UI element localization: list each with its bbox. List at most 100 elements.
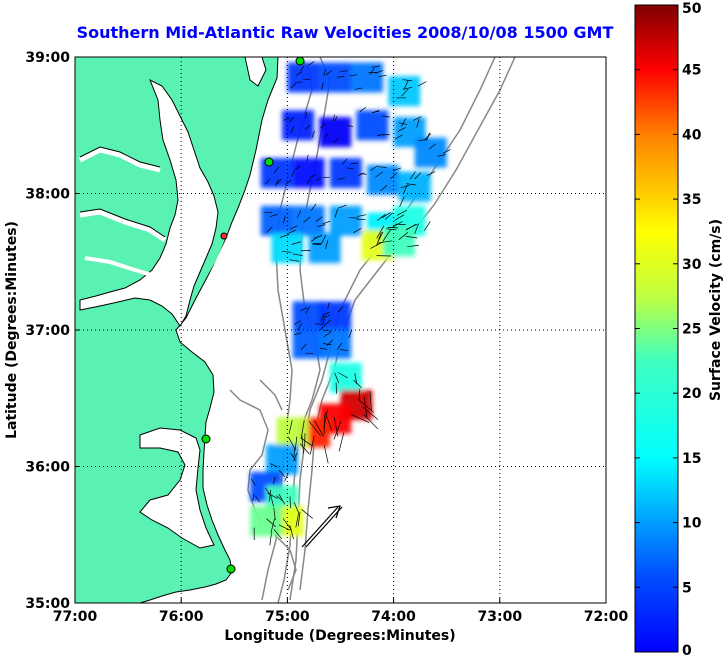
x-tick-label: 74:00 (371, 609, 416, 625)
station-marker (264, 157, 274, 167)
velocity-arrow (300, 307, 308, 312)
velocity-arrow (322, 343, 332, 346)
velocity-arrow (323, 332, 331, 338)
velocity-arrow (403, 80, 409, 90)
velocity-arrow (398, 232, 409, 240)
velocity-arrow (401, 118, 407, 127)
velocity-arrow (333, 138, 339, 143)
velocity-cell (319, 62, 352, 93)
velocity-arrow (402, 79, 413, 82)
velocity-field (250, 62, 447, 537)
velocity-arrow (405, 235, 418, 239)
velocity-arrow (323, 445, 329, 464)
velocity-cell (292, 205, 325, 236)
velocity-arrow (324, 412, 333, 431)
velocity-arrow (278, 524, 291, 531)
velocity-arrow (358, 399, 374, 413)
colorbar-tick-label: 45 (682, 63, 701, 79)
velocity-arrow (353, 379, 362, 388)
velocity-arrow (349, 74, 358, 77)
velocity-arrow (359, 173, 367, 175)
velocity-arrow (354, 87, 363, 90)
velocity-arrow (322, 311, 330, 316)
velocity-cell (351, 62, 384, 93)
velocity-arrow (289, 116, 294, 123)
velocity-arrow (336, 76, 345, 78)
y-axis: 35:00 36:00 37:00 38:00 39:00 (25, 50, 80, 612)
velocity-arrow (397, 209, 408, 216)
y-tick-label: 36:00 (25, 460, 70, 476)
velocity-arrow (288, 420, 293, 434)
colorbar-tick-label: 20 (682, 386, 702, 402)
colorbar (634, 4, 679, 653)
velocity-arrow (323, 409, 328, 429)
velocity-arrow (418, 139, 427, 141)
velocity-arrow (303, 216, 311, 223)
velocity-arrow (265, 178, 271, 185)
velocity-arrow (250, 478, 256, 486)
velocity-arrow (289, 259, 300, 262)
velocity-arrow (424, 221, 431, 231)
velocity-arrow (293, 502, 299, 514)
velocity-arrow (292, 253, 303, 257)
velocity-arrow (300, 65, 305, 72)
velocity-arrow (394, 214, 405, 221)
velocity-arrow (377, 166, 387, 168)
velocity-arrow (313, 235, 323, 239)
velocity-arrow (325, 240, 329, 249)
chart-title: Southern Mid-Atlantic Raw Velocities 200… (77, 23, 614, 42)
velocity-arrow (306, 154, 309, 162)
velocity-arrow (392, 221, 403, 228)
velocity-arrow (294, 436, 298, 451)
velocity-arrow (371, 65, 380, 68)
velocity-arrow (333, 116, 338, 122)
velocity-arrow (369, 67, 375, 75)
velocity-arrow (347, 125, 354, 127)
velocity-arrow (294, 332, 302, 336)
velocity-arrow (356, 218, 366, 221)
velocity-arrow (305, 306, 311, 314)
velocity-arrow (377, 240, 392, 244)
velocity-arrow (363, 396, 368, 417)
velocity-arrow (325, 319, 331, 325)
river (79, 209, 167, 243)
velocity-arrow (398, 122, 408, 125)
y-tick-label: 39:00 (25, 50, 70, 66)
velocity-arrow (293, 448, 296, 458)
velocity-arrow (357, 172, 365, 177)
velocity-arrow (340, 70, 348, 72)
velocity-arrow (392, 167, 402, 172)
chesapeake-bay (79, 78, 219, 327)
velocity-cell (266, 444, 299, 475)
velocity-arrow (334, 208, 338, 218)
velocity-arrow (308, 421, 322, 437)
velocity-arrow (265, 487, 271, 495)
velocity-arrow (357, 214, 367, 217)
velocity-arrow (402, 86, 413, 90)
velocity-arrow (378, 74, 387, 77)
velocity-arrow (273, 529, 283, 540)
velocity-arrow (267, 492, 278, 499)
colorbar-tick-label: 25 (682, 322, 701, 338)
velocity-arrow (281, 250, 292, 253)
velocity-arrow (305, 124, 311, 130)
grid-lines (75, 57, 606, 603)
velocity-arrow (315, 216, 323, 222)
velocity-arrow (348, 330, 352, 339)
velocity-arrow (290, 82, 297, 89)
velocity-arrow (321, 234, 327, 244)
velocity-arrow (413, 116, 422, 121)
velocity-arrow (319, 347, 328, 350)
velocity-arrow (293, 320, 301, 325)
velocity-arrow (363, 414, 379, 430)
delaware-bay (244, 57, 267, 87)
velocity-arrow (266, 518, 277, 528)
velocity-arrow (291, 170, 295, 177)
velocity-arrow (310, 436, 315, 455)
velocity-arrow (334, 372, 340, 384)
velocity-arrow (266, 226, 273, 233)
river (84, 256, 156, 278)
velocity-arrow (268, 489, 272, 502)
velocity-arrow (275, 179, 279, 187)
velocity-arrow (297, 210, 302, 218)
